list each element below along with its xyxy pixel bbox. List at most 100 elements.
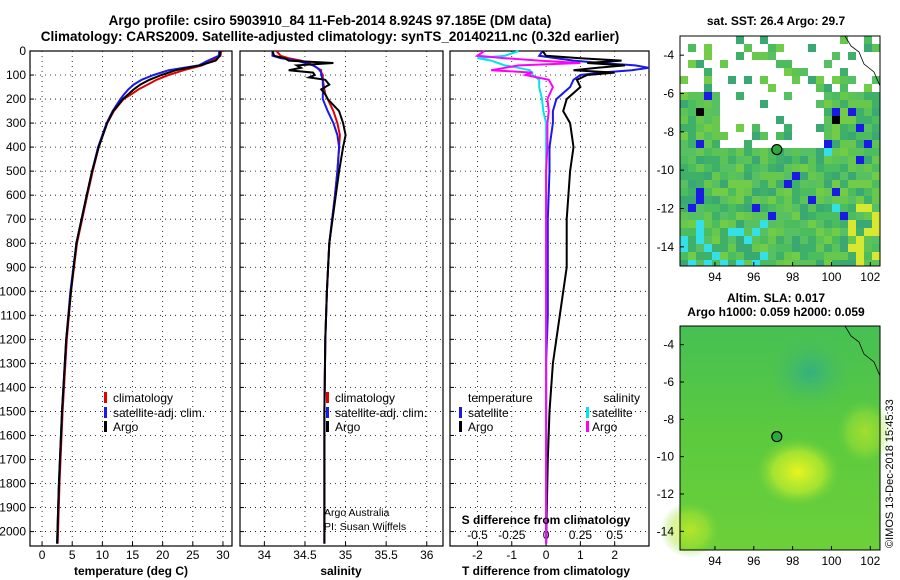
sst-cell [816, 252, 824, 260]
sst-cell [808, 212, 816, 220]
sst-cell [784, 52, 792, 60]
sst-cell [840, 52, 848, 60]
sst-cell [840, 116, 848, 124]
map-lat-label: -8 [663, 412, 674, 426]
sst-cell [728, 148, 736, 156]
x-tick-label: 15 [126, 548, 140, 562]
legend-swatch-s-satellite [586, 407, 589, 418]
sst-cell [792, 164, 800, 172]
sst-cell [688, 220, 696, 228]
sst-cell [744, 180, 752, 188]
sst-cell [872, 52, 880, 60]
sst-cell [696, 140, 704, 148]
sst-cell [768, 84, 776, 92]
sst-cell [864, 220, 872, 228]
sst-cell [680, 100, 688, 108]
sla-coastline [844, 325, 881, 377]
sst-cell [856, 108, 864, 116]
sst-cell [720, 156, 728, 164]
sst-cell [744, 204, 752, 212]
difference-profiles [474, 50, 650, 544]
map-lat-label: -10 [657, 163, 675, 177]
sla-high-anomaly [756, 438, 840, 506]
sst-cell [824, 260, 832, 266]
sst-cell [728, 52, 736, 60]
sst-cell [744, 44, 752, 52]
sst-cell [816, 260, 824, 266]
x-tick-label: 2 [611, 548, 618, 562]
sst-cell [792, 228, 800, 236]
sst-cell [824, 60, 832, 68]
sst-cell [808, 108, 816, 116]
sst-cell [792, 108, 800, 116]
sst-cell [744, 52, 752, 60]
sst-cell [744, 164, 752, 172]
sst-cell [808, 260, 816, 266]
sst-cell [848, 140, 856, 148]
sst-cell [824, 44, 832, 52]
sst-cell [840, 252, 848, 260]
sst-map-cells [680, 36, 880, 266]
sst-cell [768, 52, 776, 60]
sst-cell [840, 204, 848, 212]
sst-cell [840, 124, 848, 132]
sst-cell [824, 100, 832, 108]
sst-cell [752, 148, 760, 156]
sst-cell [704, 84, 712, 92]
sst-cell [864, 244, 872, 252]
sst-cell [816, 188, 824, 196]
sst-cell [784, 244, 792, 252]
sst-cell [712, 100, 720, 108]
sst-cell [752, 52, 760, 60]
sst-cell [792, 148, 800, 156]
sst-cell [840, 164, 848, 172]
sst-cell [760, 92, 768, 100]
sst-cell [752, 116, 760, 124]
sst-cell [712, 172, 720, 180]
salinity-grid [240, 50, 443, 546]
sst-cell [872, 76, 880, 84]
sst-cell [688, 236, 696, 244]
sst-cell [800, 36, 808, 44]
sst-cell [840, 236, 848, 244]
sst-cell [800, 76, 808, 84]
sst-cell [800, 196, 808, 204]
sst-cell [688, 140, 696, 148]
map-lon-label: 96 [747, 554, 761, 568]
sst-cell [856, 68, 864, 76]
sst-cell [816, 84, 824, 92]
sst-cell [864, 116, 872, 124]
temperature-x-tick-labels: 0 5 10 15 20 25 30 [39, 548, 230, 562]
sst-cell [696, 156, 704, 164]
map-lon-label: 98 [786, 554, 800, 568]
sst-cell [752, 108, 760, 116]
sst-cell [832, 132, 840, 140]
sst-cell [832, 204, 840, 212]
sst-cell [808, 124, 816, 132]
sst-cell [744, 60, 752, 68]
profile-line-t-satellite [537, 50, 650, 544]
sst-cell [816, 204, 824, 212]
sst-cell [768, 164, 776, 172]
sst-cell [864, 36, 872, 44]
sst-cell [856, 236, 864, 244]
sst-cell [840, 172, 848, 180]
sst-cell [712, 180, 720, 188]
sst-cell [800, 244, 808, 252]
difference-panel: -2 -1 0 1 2 -0.5 -0.25 0 0.25 0.5 T difference f… [449, 50, 650, 578]
sst-cell [872, 148, 880, 156]
depth-tick-label: 1400 [0, 380, 26, 394]
sst-cell [872, 68, 880, 76]
sst-cell [800, 164, 808, 172]
sst-cell [704, 44, 712, 52]
sst-cell [800, 172, 808, 180]
sst-cell [688, 252, 696, 260]
sst-cell [784, 68, 792, 76]
sst-cell [712, 228, 720, 236]
profile-line-satellite-adj-clim- [56, 50, 221, 544]
sst-cell [680, 148, 688, 156]
sst-cell [752, 36, 760, 44]
sst-cell [768, 44, 776, 52]
difference-x-tick-labels: -2 -1 0 1 2 [472, 548, 618, 562]
sst-cell [832, 148, 840, 156]
